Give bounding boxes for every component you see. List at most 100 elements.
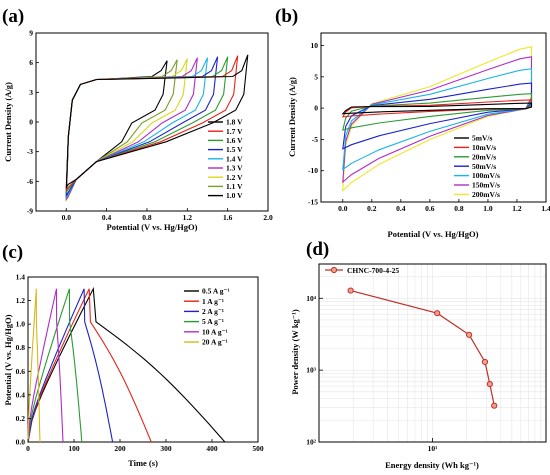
panel-d-data-point [486, 380, 493, 388]
panel-b-xtick-label: 1.2 [512, 204, 522, 213]
panel-b-legend-label: 10mV/s [472, 143, 496, 152]
panel-c-ytick-label: 1.2 [16, 296, 26, 305]
panel-a-legend-label: 1.8 V [226, 118, 243, 127]
panel-label-a: (a) [2, 6, 24, 27]
panel-a-xlabel: Potential (V vs. Hg/HgO) [107, 222, 198, 232]
panel-a-ytick-label: 6 [29, 58, 33, 67]
panel-d-ylabel: Power density (W kg⁻¹) [290, 309, 300, 395]
panel-c-xtick-label: 400 [206, 444, 218, 453]
panel-b-ytick-label: -15 [308, 198, 318, 207]
panel-c-gcd-curve [27, 288, 152, 443]
panel-c-ytick-label: 0.2 [16, 414, 26, 423]
panel-c-ytick-label: 0.6 [16, 367, 26, 376]
panel-c-legend-label: 10 A g⁻¹ [202, 327, 228, 336]
panel-a-legend-label: 1.2 V [226, 173, 243, 182]
panel-b-xlabel: Potential (V vs. Hg/HgO) [388, 229, 479, 239]
panel-b-cv-curve [341, 102, 533, 115]
panel-c-ytick-label: 0.4 [16, 390, 26, 399]
panel-a-xtick-label: 1.6 [223, 213, 233, 222]
panel-d-xtick-label: 10¹ [428, 444, 438, 453]
panel-c-gcd-curve [27, 288, 83, 443]
panel-a-legend-label: 1.6 V [226, 136, 243, 145]
panel-b-cv-curve [342, 56, 533, 184]
panel-a-legend-label: 1.5 V [226, 145, 243, 154]
panel-c-ylabel: Potential (V vs. Hg/HgO) [3, 314, 13, 405]
panel-b-xtick-label: 0.0 [338, 204, 348, 213]
panel-a-legend-label: 1.1 V [226, 182, 243, 191]
panel-b-frame [320, 32, 547, 203]
panel-c-gcd-curve [27, 286, 226, 443]
panel-d-chart: 10¹ 10² 10³ 10⁴ CHNC-700-4-25 Energy densit… [290, 263, 547, 470]
panel-b-xtick-label: 0.8 [454, 204, 464, 213]
panel-a-xtick-label: 0.0 [62, 213, 72, 222]
panel-b-xtick-label: 1.4 [541, 204, 550, 213]
panel-d-legend-marker [330, 266, 338, 274]
panel-a-ytick-label: -6 [27, 177, 33, 186]
panel-b-xtick-label: 0.2 [367, 204, 377, 213]
panel-d-ytick-label: 10⁴ [306, 294, 317, 303]
panel-a-cv-curve [65, 59, 178, 200]
panel-b-cv-curve [342, 93, 533, 131]
panel-c-xtick-label: 0 [26, 444, 30, 453]
panel-a-legend-label: 1.7 V [226, 127, 243, 136]
panel-a-ytick-label: -9 [27, 207, 33, 216]
panel-c-chart: 0 100 200 300 400 500 0.0 0.2 0.4 0.6 0.8 1.0 1.2 1.4… [3, 273, 264, 469]
panel-a-legend-label: 1.3 V [226, 164, 243, 173]
panel-d-ytick-label: 10³ [306, 366, 317, 375]
panel-d-data-point [434, 310, 441, 317]
panel-a-cv-curve [65, 54, 249, 190]
panel-a-ylabel: Current Density (A/g) [3, 82, 13, 162]
panel-b-legend-label: 20mV/s [472, 152, 496, 161]
panel-a-xtick-label: 0.8 [142, 213, 152, 222]
panel-a-cv-curve [65, 58, 188, 202]
panel-d-xlabel: Energy density (Wh kg⁻¹) [385, 460, 479, 470]
panel-b-ylabel: Current Density (A/g) [287, 77, 297, 157]
panel-b-ytick-label: 0 [314, 104, 318, 113]
panel-c-legend-label: 20 A g⁻¹ [202, 338, 228, 347]
panel-c-legend-label: 1 A g⁻¹ [202, 297, 224, 306]
panel-b-xtick-label: 0.4 [396, 204, 406, 213]
panel-d-data-point [465, 331, 473, 338]
panel-c-ytick-label: 0.0 [16, 438, 26, 447]
panel-d-series-line [350, 290, 495, 406]
panel-b-xtick-label: 1.0 [483, 204, 493, 213]
panel-c-gcd-curve [27, 288, 114, 443]
panel-d-ytick-label: 10² [306, 438, 317, 447]
panel-b-xtick-label: 0.6 [425, 204, 435, 213]
panel-b-ytick-label: 10 [311, 41, 319, 50]
panel-b-legend-label: 5mV/s [472, 134, 492, 143]
panel-c-gcd-curve [27, 288, 41, 443]
panel-c-xtick-label: 300 [160, 444, 172, 453]
panel-b-legend-label: 100mV/s [472, 171, 500, 180]
panel-c-ytick-label: 0.8 [16, 343, 26, 352]
panel-c-xlabel: Time (s) [128, 458, 158, 468]
panel-label-b: (b) [275, 6, 298, 27]
panel-c-xtick-label: 500 [252, 444, 264, 453]
panel-b-legend-label: 200mV/s [472, 190, 500, 199]
panel-a-xtick-label: 1.2 [183, 213, 193, 222]
panel-b-cv-curve [342, 46, 533, 193]
panel-a-legend-label: 1.0 V [226, 191, 243, 200]
panel-c-legend-label: 2 A g⁻¹ [202, 307, 224, 316]
panel-b-ytick-label: 5 [314, 72, 318, 81]
panel-b-legend-label: 50mV/s [472, 162, 496, 171]
panel-c-legend-label: 0.5 A g⁻¹ [202, 287, 230, 296]
panel-a-xtick-label: 0.4 [102, 213, 112, 222]
panel-c-ytick-label: 1.0 [16, 320, 26, 329]
panel-a-ytick-label: -3 [27, 147, 33, 156]
panel-b-chart: 0.0 0.2 0.4 0.6 0.8 1.0 1.2 1.4 -15 -10 -5 0 5 10 5mV… [287, 32, 550, 239]
panel-d-data-point [347, 287, 354, 294]
panel-b-ytick-label: -5 [312, 135, 318, 144]
panel-a-cv-curve [65, 60, 168, 199]
panel-c-xtick-label: 200 [114, 444, 126, 453]
panel-c-ytick-label: 1.4 [16, 273, 26, 282]
panel-a-ytick-label: 9 [29, 29, 33, 38]
panel-d-data-point [491, 402, 498, 409]
panel-b-legend-label: 150mV/s [472, 181, 500, 190]
panel-d-data-point [481, 358, 489, 366]
panel-label-d: (d) [306, 239, 329, 260]
panel-c-legend-label: 5 A g⁻¹ [202, 317, 224, 326]
panel-a-ytick-label: 0 [29, 118, 33, 127]
